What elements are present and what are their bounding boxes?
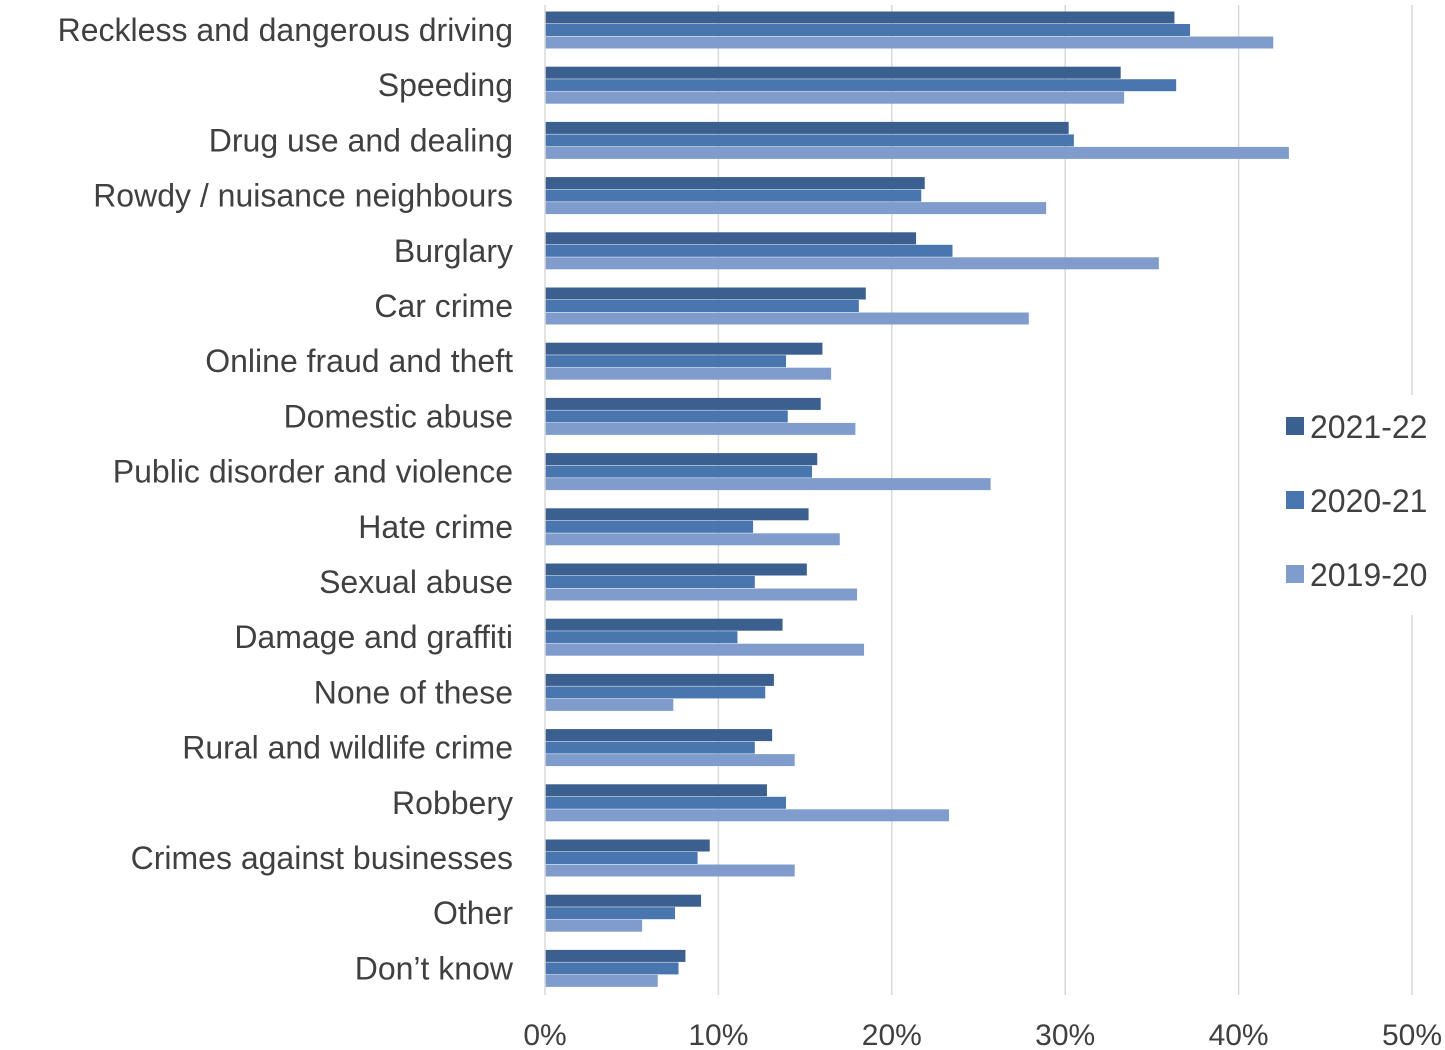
- bar-2019-20: [545, 809, 950, 822]
- category-label: Other: [433, 895, 513, 931]
- bar-2020-21: [545, 576, 755, 588]
- bar-2019-20: [545, 588, 858, 601]
- category-label: Crimes against businesses: [131, 840, 513, 876]
- bar-2021-22: [545, 508, 809, 521]
- category-label: Reckless and dangerous driving: [58, 12, 513, 48]
- bar-2020-21: [545, 300, 859, 312]
- bar-2019-20: [545, 91, 1125, 104]
- category-label: Rowdy / nuisance neighbours: [93, 178, 513, 214]
- legend-label: 2020-21: [1310, 483, 1427, 519]
- category-label: Public disorder and violence: [113, 454, 513, 490]
- bar-2019-20: [545, 919, 643, 932]
- bar-2021-22: [545, 618, 783, 631]
- category-label: Car crime: [374, 288, 513, 324]
- bar-2020-21: [545, 410, 788, 423]
- bar-2020-21: [545, 24, 1191, 36]
- bar-2021-22: [545, 11, 1175, 24]
- bar-2019-20: [545, 257, 1159, 270]
- legend-swatch: [1286, 491, 1304, 509]
- legend: 2021-22 2020-21 2019-20: [1280, 395, 1442, 615]
- category-label: Online fraud and theft: [205, 343, 513, 379]
- category-label: Drug use and dealing: [209, 122, 513, 158]
- bar-2020-21: [545, 244, 953, 257]
- bar-2019-20: [545, 698, 674, 711]
- bar-2020-21: [545, 520, 754, 533]
- bar-2019-20: [545, 367, 832, 380]
- bar-2021-22: [545, 177, 925, 190]
- bars: [545, 11, 1289, 987]
- x-tick-label: 10%: [688, 1019, 748, 1050]
- bar-2020-21: [545, 355, 787, 368]
- legend-label: 2019-20: [1310, 557, 1427, 593]
- bar-2021-22: [545, 563, 807, 576]
- category-label: Burglary: [394, 233, 513, 269]
- x-tick-label: 30%: [1035, 1019, 1095, 1050]
- x-tick-labels: 0% 10% 20% 30% 40% 50%: [523, 1019, 1442, 1050]
- bar-2019-20: [545, 864, 795, 877]
- bar-2021-22: [545, 894, 702, 907]
- bar-2020-21: [545, 962, 679, 975]
- category-label: Sexual abuse: [319, 564, 513, 600]
- bar-2021-22: [545, 287, 866, 300]
- bar-2020-21: [545, 465, 813, 478]
- bar-2020-21: [545, 134, 1074, 147]
- bar-2020-21: [545, 796, 787, 809]
- category-label: Domestic abuse: [284, 398, 513, 434]
- legend-label: 2021-22: [1310, 409, 1427, 445]
- legend-swatch: [1286, 565, 1304, 583]
- category-label: Don’t know: [355, 950, 514, 986]
- bar-2021-22: [545, 397, 821, 410]
- bar-2019-20: [545, 36, 1274, 49]
- category-label: Damage and graffiti: [234, 619, 513, 655]
- bar-2021-22: [545, 66, 1121, 79]
- x-tick-label: 40%: [1209, 1019, 1269, 1050]
- bar-2019-20: [545, 312, 1029, 325]
- bar-2021-22: [545, 673, 774, 686]
- category-label: Rural and wildlife crime: [182, 730, 513, 766]
- legend-swatch: [1286, 417, 1304, 435]
- bar-2019-20: [545, 478, 991, 491]
- bar-2019-20: [545, 754, 795, 767]
- x-tick-label: 50%: [1382, 1019, 1442, 1050]
- category-label: Hate crime: [358, 509, 513, 545]
- bar-2019-20: [545, 202, 1047, 215]
- bar-2020-21: [545, 686, 766, 699]
- category-label: None of these: [314, 674, 513, 710]
- bar-2021-22: [545, 949, 686, 962]
- category-labels: Reckless and dangerous driving Speeding Dr…: [58, 12, 514, 986]
- category-label: Robbery: [392, 785, 513, 821]
- bar-2021-22: [545, 121, 1069, 134]
- x-tick-label: 0%: [523, 1019, 566, 1050]
- bar-2020-21: [545, 631, 738, 644]
- bar-2021-22: [545, 784, 767, 797]
- bar-2019-20: [545, 974, 658, 987]
- bar-2019-20: [545, 643, 865, 656]
- bar-2020-21: [545, 907, 676, 920]
- category-label: Speeding: [378, 67, 513, 103]
- bar-2020-21: [545, 189, 922, 202]
- bar-2021-22: [545, 342, 823, 355]
- bar-2021-22: [545, 839, 710, 852]
- bar-2020-21: [545, 79, 1177, 92]
- bar-2019-20: [545, 533, 840, 546]
- legend-background: [1280, 395, 1442, 615]
- bar-2021-22: [545, 453, 818, 466]
- bar-2020-21: [545, 741, 755, 754]
- bar-2020-21: [545, 852, 698, 864]
- x-tick-label: 20%: [862, 1019, 922, 1050]
- bar-2021-22: [545, 729, 773, 742]
- bar-2019-20: [545, 422, 856, 435]
- bar-2021-22: [545, 232, 917, 245]
- bar-2019-20: [545, 146, 1289, 159]
